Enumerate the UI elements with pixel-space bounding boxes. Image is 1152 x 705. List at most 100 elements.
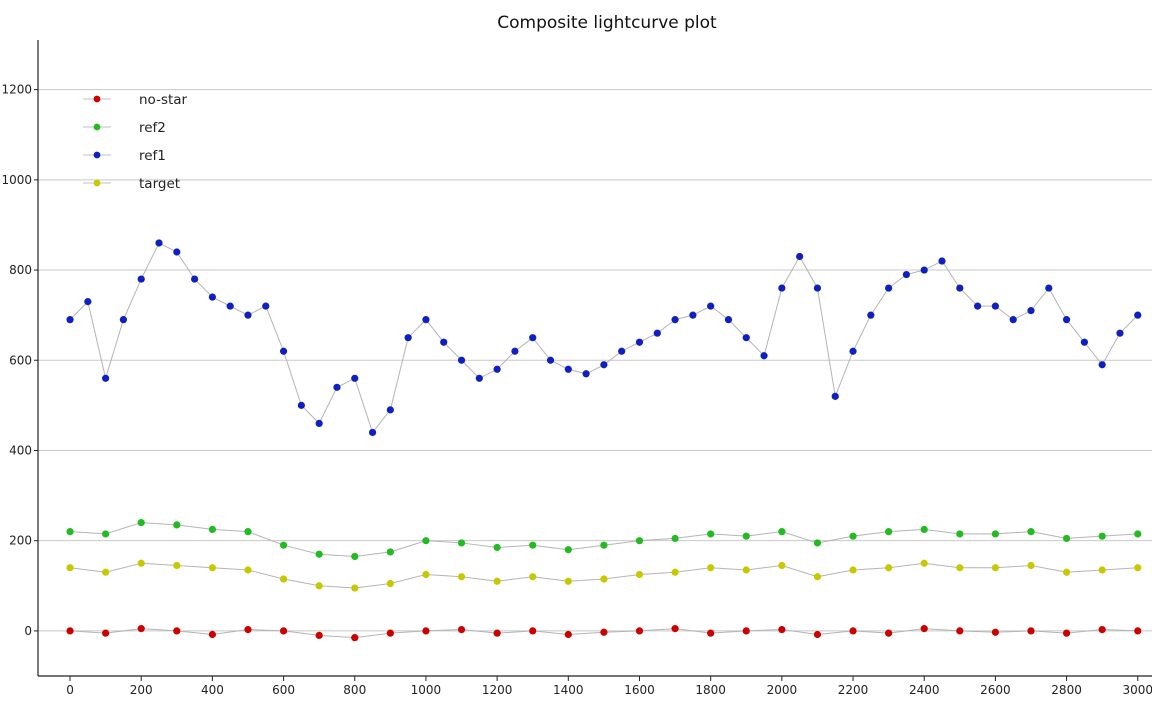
data-point-ref2	[244, 528, 252, 536]
data-point-ref1	[991, 302, 999, 310]
data-point-ref2	[422, 537, 430, 545]
data-point-target	[707, 564, 715, 572]
x-tick-label: 2600	[980, 683, 1011, 697]
data-point-ref2	[66, 528, 74, 536]
data-point-target	[635, 570, 644, 579]
data-point-no-star	[564, 630, 572, 639]
data-point-ref1	[760, 352, 768, 360]
data-point-ref2	[742, 532, 750, 540]
data-point-ref1	[244, 311, 252, 319]
y-tick-label: 600	[9, 353, 32, 367]
data-point-target	[813, 573, 822, 581]
data-point-target	[279, 575, 288, 583]
data-point-ref1	[1098, 361, 1106, 369]
data-point-ref1	[475, 374, 483, 382]
data-point-ref2	[529, 541, 537, 549]
data-point-ref1	[742, 334, 750, 342]
data-point-no-star	[422, 627, 430, 635]
data-point-target	[1062, 568, 1071, 576]
data-point-ref1	[600, 361, 608, 369]
series-ref2	[66, 519, 1142, 561]
axes: 0 200 400 600 800 1000 1200 0 200 400 600 800 1000 12…	[1, 40, 1152, 697]
data-point-ref1	[902, 270, 911, 279]
data-point-target	[600, 575, 608, 583]
data-point-ref1	[368, 428, 377, 437]
data-point-ref1	[707, 302, 715, 310]
data-point-no-star	[351, 634, 359, 642]
data-point-ref1	[885, 284, 893, 292]
y-tick-label: 800	[9, 263, 32, 277]
data-point-ref2	[991, 530, 999, 538]
data-point-target	[920, 559, 928, 567]
data-point-no-star	[457, 625, 466, 634]
data-point-ref2	[600, 541, 608, 549]
data-point-ref2	[635, 537, 644, 545]
legend-item-target: target	[83, 176, 180, 192]
data-point-no-star	[66, 627, 74, 635]
x-tick-label: 2200	[838, 683, 869, 697]
data-point-target	[102, 568, 110, 576]
data-point-ref1	[191, 275, 199, 283]
data-point-ref1	[671, 316, 679, 324]
data-point-ref1	[119, 316, 128, 324]
data-point-ref1	[279, 347, 288, 355]
data-point-ref2	[279, 541, 288, 549]
data-point-ref1	[974, 302, 982, 310]
data-point-target	[742, 566, 750, 574]
data-point-target	[1098, 566, 1106, 574]
data-point-ref1	[155, 239, 163, 247]
data-point-no-star	[885, 629, 893, 637]
data-point-ref1	[297, 401, 305, 409]
data-point-ref1	[1045, 284, 1053, 292]
data-point-target	[208, 564, 216, 572]
data-point-target	[956, 564, 964, 572]
x-tick-label: 2000	[767, 683, 798, 697]
data-point-no-star	[1027, 627, 1035, 635]
data-point-ref2	[885, 528, 893, 536]
data-point-ref2	[173, 521, 181, 529]
data-point-ref1	[386, 406, 394, 414]
data-point-ref1	[529, 334, 537, 342]
data-point-ref1	[84, 298, 92, 306]
data-point-ref2	[671, 534, 679, 543]
data-point-ref1	[1009, 316, 1017, 324]
x-tick-label: 600	[272, 683, 295, 697]
data-point-no-star	[529, 627, 537, 635]
data-point-ref1	[689, 311, 697, 319]
data-point-ref2	[137, 519, 145, 527]
data-point-no-star	[671, 625, 679, 633]
data-point-ref2	[457, 539, 466, 547]
gridlines	[38, 89, 1152, 632]
data-point-target	[386, 579, 394, 588]
data-point-ref1	[849, 347, 857, 355]
data-point-no-star	[707, 629, 715, 637]
x-tick-label: 400	[201, 683, 224, 697]
data-point-ref1	[1062, 316, 1071, 324]
series-ref1	[66, 239, 1142, 437]
data-point-target	[529, 573, 537, 581]
data-point-ref1	[511, 347, 519, 355]
data-point-ref1	[653, 329, 661, 337]
data-point-ref2	[1027, 528, 1035, 536]
data-point-no-star	[742, 627, 750, 635]
legend-label: no-star	[139, 92, 188, 108]
data-point-ref2	[849, 532, 857, 540]
data-point-ref2	[920, 525, 928, 534]
data-point-ref1	[546, 356, 555, 364]
data-point-ref1	[618, 347, 626, 355]
data-point-ref2	[707, 530, 715, 538]
data-point-target	[351, 584, 359, 592]
legend-marker	[93, 123, 101, 131]
data-point-target	[671, 568, 679, 576]
data-point-ref2	[1098, 532, 1106, 540]
data-point-ref1	[920, 266, 928, 274]
data-point-no-star	[137, 625, 145, 633]
data-point-ref1	[315, 419, 323, 428]
data-point-ref1	[564, 365, 572, 373]
data-point-ref1	[457, 356, 466, 364]
legend-item-no-star: no-star	[83, 92, 188, 108]
data-point-ref1	[102, 374, 110, 382]
data-point-ref1	[173, 248, 181, 256]
data-point-no-star	[279, 627, 288, 635]
